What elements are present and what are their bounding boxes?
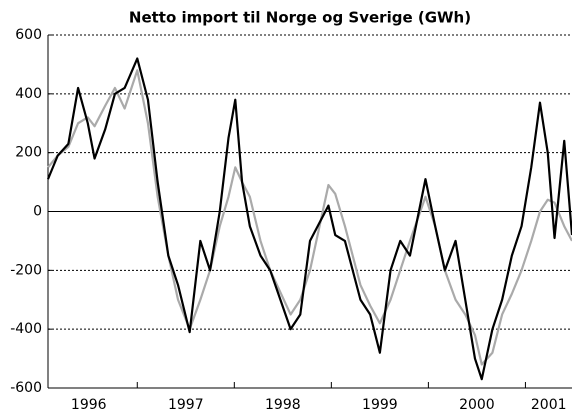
chart-title: Netto import til Norge og Sverige (GWh) <box>129 9 471 27</box>
x-tick-label: 1998 <box>265 397 301 413</box>
y-tick-label: 400 <box>15 86 42 102</box>
x-tick-label: 2001 <box>531 397 567 413</box>
y-tick-label: 0 <box>33 204 42 220</box>
y-tick-label: -200 <box>10 262 42 278</box>
y-tick-label: -600 <box>10 380 42 396</box>
x-tick-label: 2000 <box>459 397 495 413</box>
y-tick-label: -400 <box>10 321 42 337</box>
x-tick-label: 1996 <box>71 397 107 413</box>
x-tick-label: 1997 <box>168 397 204 413</box>
series-line <box>46 57 572 381</box>
series-line <box>47 69 572 366</box>
y-tick-label: 600 <box>15 27 42 43</box>
y-tick-label: 200 <box>15 145 42 161</box>
x-tick-label: 1999 <box>362 397 398 413</box>
